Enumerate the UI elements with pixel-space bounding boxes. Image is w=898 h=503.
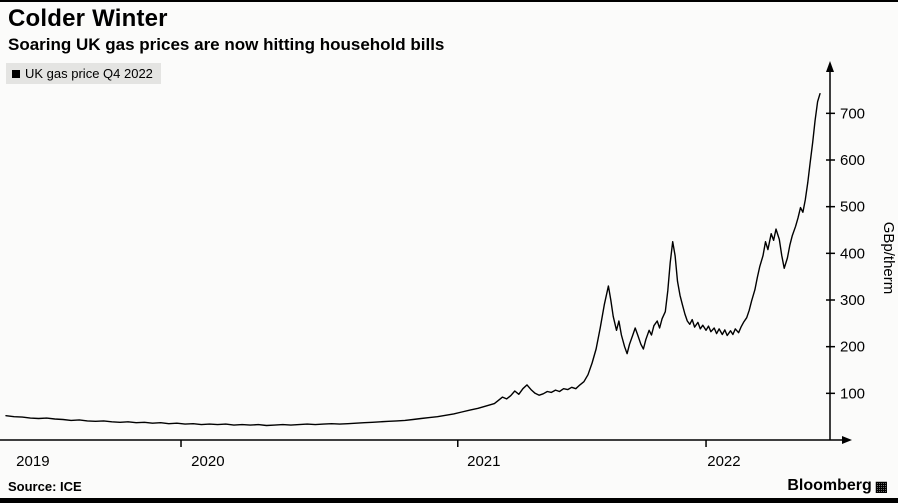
chart-svg: 100 200 300 400 500 600 700 2019 2020 2021 2022 GBp… [0, 61, 897, 470]
y-tick-label: 300 [840, 292, 865, 309]
bloomberg-logo-icon: ▦ [874, 478, 888, 494]
x-tick-label: 2022 [707, 453, 740, 470]
bottom-border [0, 498, 898, 503]
y-tick-label: 400 [840, 245, 865, 262]
source-label: Source: ICE [8, 478, 82, 494]
y-axis-arrow-icon [826, 61, 834, 72]
chart-title: Colder Winter [8, 5, 168, 32]
y-tick-label: 700 [840, 105, 865, 122]
brand-label: Bloomberg [787, 477, 872, 494]
y-tick-label: 500 [840, 199, 865, 216]
x-tick-label: 2020 [191, 453, 224, 470]
x-tick-label: 2019 [16, 453, 49, 470]
y-tick-label: 600 [840, 152, 865, 169]
y-tick-label: 100 [840, 385, 865, 402]
x-tick-label: 2021 [467, 453, 500, 470]
chart-subtitle: Soaring UK gas prices are now hitting ho… [8, 35, 445, 54]
legend-swatch-icon [12, 69, 20, 78]
brand: Bloomberg ▦ [787, 477, 888, 495]
y-tick-label: 200 [840, 339, 865, 356]
price-line [5, 93, 821, 427]
top-border [0, 0, 898, 2]
legend: UK gas price Q4 2022 [6, 63, 161, 84]
footer: Source: ICE Bloomberg ▦ [8, 477, 888, 495]
x-axis-arrow-icon [842, 436, 852, 444]
y-axis-title: GBp/therm [880, 222, 897, 295]
legend-label: UK gas price Q4 2022 [25, 66, 153, 81]
